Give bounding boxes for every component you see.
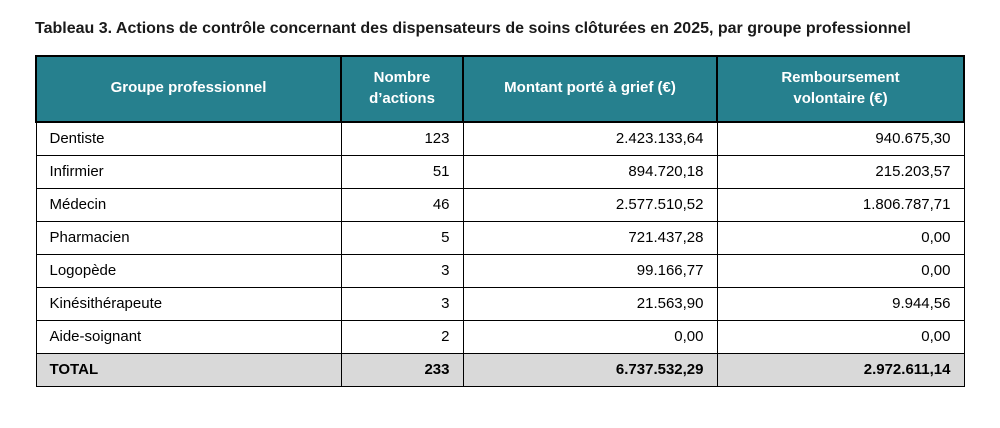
professional-groups-table: Groupe professionnel Nombre d’actions Mo… (35, 54, 965, 387)
cell-remboursement: 0,00 (716, 220, 965, 255)
cell-actions: 51 (340, 154, 464, 189)
cell-group: Kinésithérapeute (35, 286, 342, 321)
cell-remboursement: 1.806.787,71 (716, 187, 965, 222)
cell-group: Logopède (35, 253, 342, 288)
header-montant-grief: Montant porté à grief (€) (462, 54, 718, 123)
document-page: Tableau 3. Actions de contrôle concernan… (35, 20, 965, 387)
cell-actions: 5 (340, 220, 464, 255)
cell-grief: 894.720,18 (462, 154, 718, 189)
cell-actions: 233 (340, 352, 464, 387)
table-total-row: TOTAL 233 6.737.532,29 2.972.611,14 (35, 352, 965, 387)
cell-group: Infirmier (35, 154, 342, 189)
cell-remboursement: 0,00 (716, 253, 965, 288)
table-row: Infirmier 51 894.720,18 215.203,57 (35, 154, 965, 189)
cell-grief: 0,00 (462, 319, 718, 354)
cell-grief: 2.577.510,52 (462, 187, 718, 222)
table-header-row: Groupe professionnel Nombre d’actions Mo… (35, 54, 965, 123)
cell-group: Dentiste (35, 121, 342, 156)
header-remboursement-label: Remboursement volontaire (€) (781, 69, 900, 107)
cell-remboursement: 215.203,57 (716, 154, 965, 189)
table-row: Dentiste 123 2.423.133,64 940.675,30 (35, 121, 965, 156)
cell-remboursement: 2.972.611,14 (716, 352, 965, 387)
cell-actions: 3 (340, 286, 464, 321)
cell-grief: 6.737.532,29 (462, 352, 718, 387)
header-remboursement: Remboursement volontaire (€) (716, 54, 965, 123)
cell-grief: 2.423.133,64 (462, 121, 718, 156)
cell-remboursement: 940.675,30 (716, 121, 965, 156)
table-row: Pharmacien 5 721.437,28 0,00 (35, 220, 965, 255)
table-row: Kinésithérapeute 3 21.563,90 9.944,56 (35, 286, 965, 321)
cell-actions: 3 (340, 253, 464, 288)
cell-grief: 99.166,77 (462, 253, 718, 288)
header-groupe-professionnel: Groupe professionnel (35, 54, 342, 123)
table-caption: Tableau 3. Actions de contrôle concernan… (35, 20, 911, 37)
cell-group: Pharmacien (35, 220, 342, 255)
table-row: Médecin 46 2.577.510,52 1.806.787,71 (35, 187, 965, 222)
header-nombre-actions: Nombre d’actions (340, 54, 464, 123)
cell-grief: 21.563,90 (462, 286, 718, 321)
cell-actions: 46 (340, 187, 464, 222)
table-row: Aide-soignant 2 0,00 0,00 (35, 319, 965, 354)
table-row: Logopède 3 99.166,77 0,00 (35, 253, 965, 288)
cell-remboursement: 0,00 (716, 319, 965, 354)
cell-group: TOTAL (35, 352, 342, 387)
table-header: Groupe professionnel Nombre d’actions Mo… (35, 54, 965, 123)
cell-actions: 2 (340, 319, 464, 354)
cell-grief: 721.437,28 (462, 220, 718, 255)
cell-group: Médecin (35, 187, 342, 222)
cell-remboursement: 9.944,56 (716, 286, 965, 321)
cell-actions: 123 (340, 121, 464, 156)
header-nombre-actions-label: Nombre d’actions (369, 69, 435, 107)
cell-group: Aide-soignant (35, 319, 342, 354)
table-body: Dentiste 123 2.423.133,64 940.675,30 Infirmi… (35, 121, 965, 387)
